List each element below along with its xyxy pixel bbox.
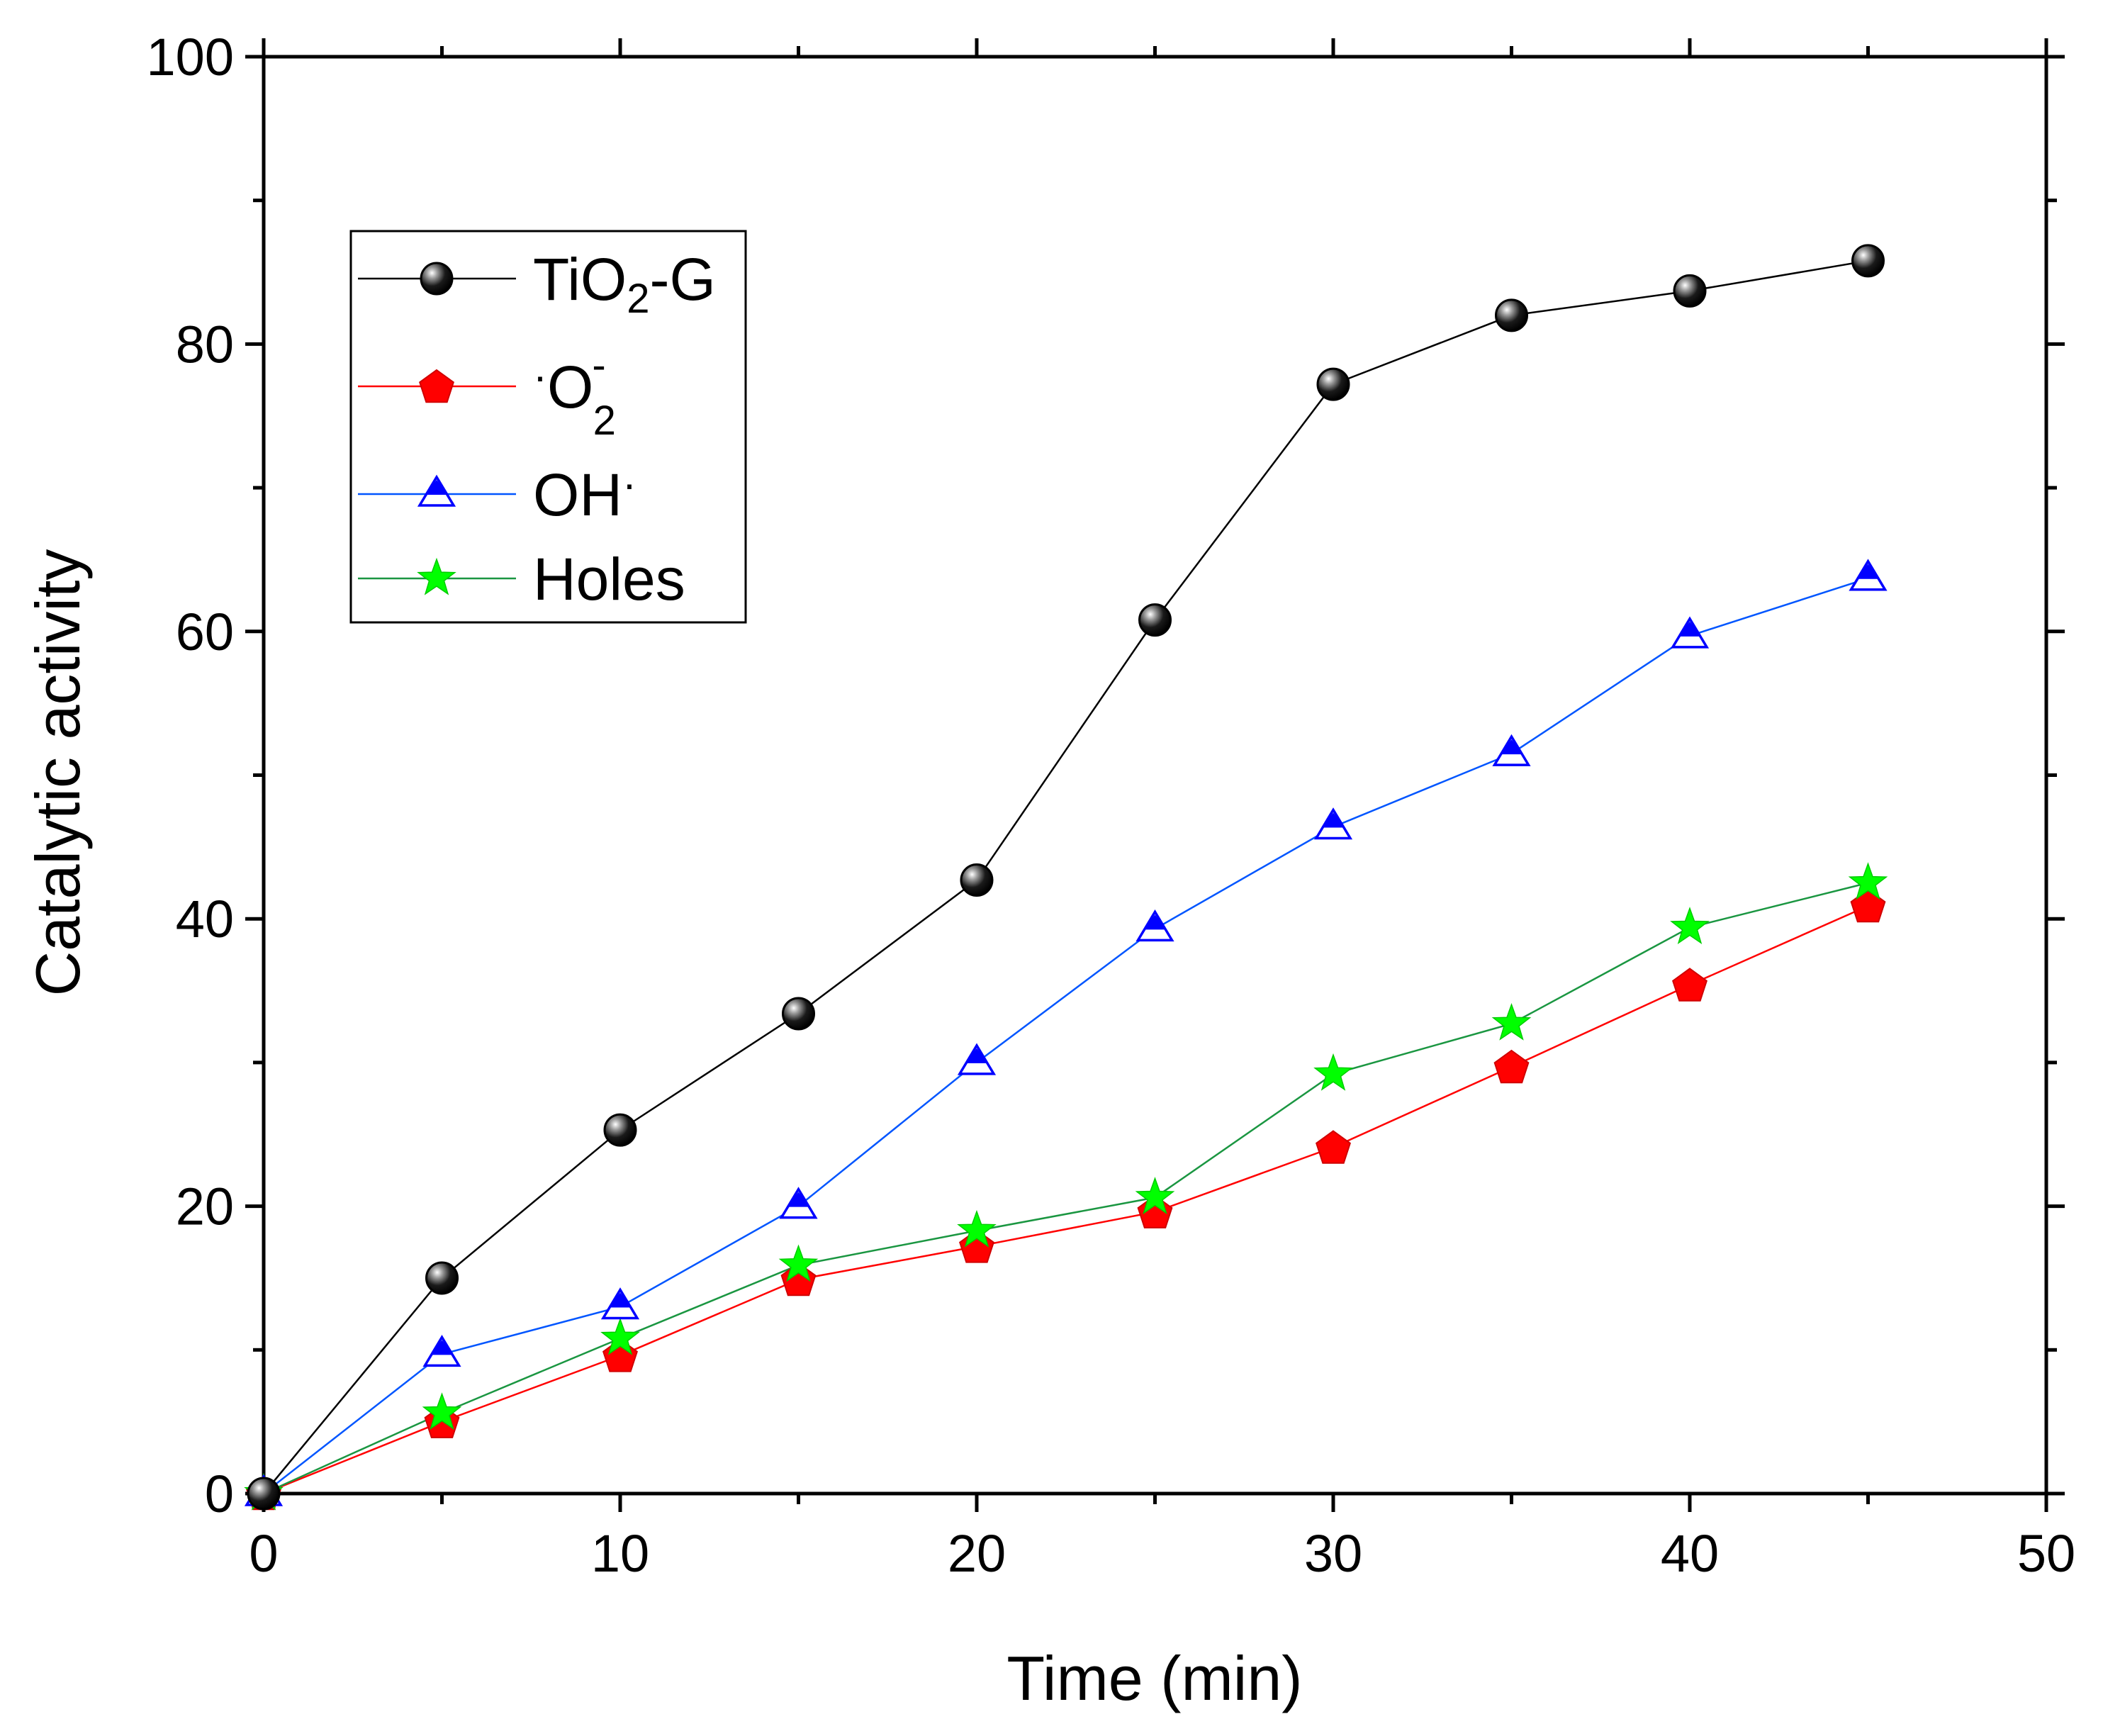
x-tick-label: 30 [1304, 1524, 1362, 1583]
data-point-3 [1313, 1053, 1353, 1091]
data-point-2 [957, 1043, 997, 1075]
data-point-3 [778, 1244, 819, 1282]
data-point-3 [600, 1317, 640, 1355]
y-tick-label: 80 [176, 315, 234, 374]
legend-marker [420, 262, 454, 296]
y-tick-label: 100 [147, 28, 234, 86]
x-tick-label: 10 [591, 1524, 649, 1583]
y-axis-title: Catalytic activity [23, 549, 93, 997]
x-axis-title: Time (min) [1006, 1643, 1302, 1713]
legend-label: TiO2-G [533, 246, 716, 322]
legend-label-part: 2 [593, 398, 616, 444]
y-tick-label: 0 [205, 1465, 234, 1523]
series-line-0 [263, 259, 1868, 1494]
data-point-1 [1850, 888, 1886, 923]
data-point-0 [1138, 603, 1172, 637]
data-point-3 [1135, 1177, 1175, 1215]
data-point-0 [960, 863, 994, 897]
axes: 0 10 20 30 40 50 0 20 40 60 80 100 [147, 28, 2076, 1583]
legend-marker [419, 369, 454, 403]
data-point-3 [1670, 907, 1710, 944]
data-point-2 [600, 1287, 640, 1320]
legend-label-part: -G [649, 246, 715, 313]
legend-label-part: Holes [533, 546, 685, 612]
x-tick-label: 50 [2017, 1524, 2075, 1583]
y-tick-label: 40 [176, 890, 234, 948]
data-point-0 [1316, 367, 1350, 401]
data-point-1 [1672, 968, 1707, 1002]
legend-label: OH· [533, 460, 636, 528]
data-point-0 [1673, 274, 1707, 308]
y-axis-ticks: 0 20 40 60 80 100 [147, 28, 2065, 1523]
x-axis-ticks: 0 10 20 30 40 50 [249, 38, 2075, 1583]
x-tick-label: 0 [249, 1524, 278, 1583]
data-point-0 [1851, 244, 1885, 278]
legend-box [349, 230, 747, 624]
x-tick-label: 20 [948, 1524, 1006, 1583]
data-point-3 [422, 1392, 462, 1430]
data-point-0 [425, 1261, 459, 1295]
legend-label-part: · [622, 460, 636, 508]
data-point-0 [1495, 298, 1528, 332]
data-point-1 [1316, 1130, 1351, 1164]
legend-label-part: - [592, 342, 605, 388]
y-tick-label: 20 [176, 1177, 234, 1236]
data-point-2 [1492, 734, 1531, 766]
data-point-2 [422, 1334, 461, 1367]
series-layer [244, 244, 1888, 1511]
data-point-3 [957, 1209, 997, 1248]
data-point-0 [603, 1113, 637, 1147]
data-point-0 [247, 1477, 281, 1511]
legend-label-part: · [533, 352, 547, 400]
legend-marker [417, 474, 456, 507]
y-tick-label: 60 [176, 603, 234, 661]
legend-entry: Holes [358, 546, 685, 612]
legend-entry: ·O- 2 [358, 342, 616, 444]
data-point-1 [1493, 1049, 1530, 1084]
data-point-2 [1313, 807, 1353, 840]
legend-entries: TiO2-G·O-2OH·Holes [358, 246, 716, 612]
series-line-3 [263, 882, 1868, 1495]
legend-entry: TiO2-G [358, 246, 716, 322]
legend-entry: OH· [358, 460, 636, 528]
data-point-2 [779, 1187, 818, 1219]
legend-label-part: OH [533, 461, 622, 528]
legend-label-part: TiO [533, 246, 627, 313]
legend-label: ·O- 2 [533, 342, 616, 444]
data-point-0 [782, 997, 815, 1031]
legend-label-part: 2 [627, 276, 649, 322]
data-point-2 [1849, 559, 1888, 591]
data-point-3 [1491, 1002, 1532, 1041]
series-lines [263, 259, 1869, 1495]
data-point-2 [1670, 616, 1710, 649]
legend: TiO2-G·O-2OH·Holes [349, 230, 747, 624]
series-line-1 [263, 905, 1869, 1495]
series-markers [244, 244, 1888, 1511]
data-point-2 [1135, 909, 1174, 942]
series-line-2 [263, 577, 1868, 1494]
x-tick-label: 40 [1661, 1524, 1719, 1583]
legend-label-part: O [547, 354, 593, 420]
legend-marker [417, 557, 456, 595]
data-point-3 [1848, 862, 1888, 900]
legend-label: Holes [533, 546, 685, 612]
